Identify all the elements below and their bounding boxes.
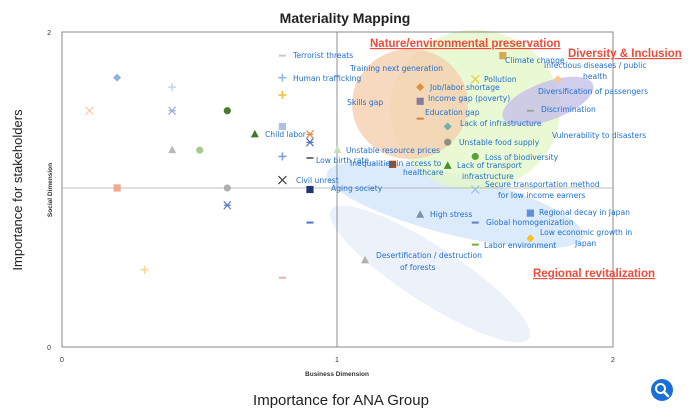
- point-label: Diversification of passengers: [538, 87, 648, 96]
- data-point-diamond: [416, 83, 425, 92]
- data-point-plus: [168, 83, 177, 92]
- data-point-square: [389, 160, 397, 168]
- point-label: Global homogenization: [486, 218, 574, 227]
- chart-title: Materiality Mapping: [280, 10, 411, 26]
- magnifier-icon: [655, 383, 670, 398]
- point-label: Job/labor shortage: [429, 83, 500, 92]
- data-point-triangle: [333, 145, 342, 154]
- point-label: for low income earners: [498, 191, 585, 200]
- outer-x-label: Importance for ANA Group: [253, 392, 429, 409]
- x-tick-2: 2: [611, 357, 615, 364]
- point-label: Unstable resource prices: [346, 146, 440, 155]
- point-label: healthcare: [403, 168, 444, 177]
- ellipse-regional: [326, 161, 584, 249]
- outer-y-label: Importance for stakeholders: [10, 109, 25, 271]
- point-label: Education gap: [425, 108, 480, 117]
- data-point-plus: [278, 152, 287, 161]
- ellipse-nature-orange: [352, 49, 468, 159]
- point-label: Loss of biodiversity: [485, 153, 559, 162]
- data-point-x: [470, 185, 480, 194]
- point-label: Human trafficking: [293, 74, 361, 83]
- point-label: Child labor: [265, 130, 307, 139]
- point-label: High stress: [430, 210, 472, 219]
- point-label: Infectious diseases / public: [544, 61, 647, 70]
- point-label: Pollution: [484, 75, 517, 84]
- data-point-triangle: [416, 210, 425, 218]
- data-point-square: [499, 52, 507, 60]
- point-label: Income gap (poverty): [428, 94, 510, 103]
- point-label: Labor environment: [484, 241, 556, 250]
- point-label: Aging society: [331, 184, 383, 193]
- data-point-plus: [278, 91, 287, 99]
- point-label: Desertification / destruction: [376, 251, 482, 260]
- ellipse-diversity: [502, 76, 594, 126]
- y-tick-0: 0: [47, 345, 51, 352]
- point-label: Training next generation: [349, 64, 443, 73]
- data-point-circle: [444, 138, 452, 146]
- data-point-x: [277, 175, 287, 185]
- data-point-asterisk: [305, 129, 314, 139]
- point-label: Skills gap: [347, 98, 383, 107]
- point-label: infrastructure: [462, 172, 514, 181]
- data-point-square: [113, 184, 121, 192]
- y-axis-label: Social Dimension: [47, 163, 54, 217]
- x-axis-label: Business Dimension: [305, 371, 369, 378]
- data-point-triangle: [168, 145, 177, 154]
- point-label: Civil unrest: [296, 176, 339, 185]
- group-label-nature: Nature/environmental preservation: [370, 38, 560, 50]
- data-point-square: [278, 122, 286, 131]
- point-label: Low birth rate: [316, 156, 369, 165]
- data-point-x: [85, 106, 94, 116]
- point-label: Unstable food supply: [459, 138, 540, 147]
- data-point-asterisk: [305, 137, 314, 147]
- data-point-diamond: [443, 122, 452, 131]
- data-point-circle: [471, 152, 479, 161]
- data-point-asterisk: [168, 106, 177, 116]
- point-label: Terrorist threats: [292, 51, 353, 60]
- data-point-circle: [196, 146, 204, 154]
- data-point-triangle: [361, 255, 370, 264]
- point-label: Japan: [574, 239, 596, 248]
- point-label: Vulnerability to disasters: [552, 131, 646, 140]
- data-point-square: [526, 209, 534, 217]
- point-label: health: [583, 72, 607, 81]
- point-label: Secure transportation method: [485, 180, 600, 189]
- x-tick-0: 0: [60, 357, 64, 364]
- x-tick-1: 1: [335, 357, 339, 364]
- data-point-diamond: [526, 234, 535, 243]
- data-point-triangle: [250, 129, 259, 138]
- y-tick-2: 2: [47, 30, 51, 37]
- data-point-plus: [140, 265, 149, 274]
- point-label: Lack of infrastructure: [460, 119, 542, 128]
- point-label: Climate change: [505, 56, 565, 65]
- ellipse-regional-secondary: [329, 205, 531, 343]
- data-point-diamond: [553, 75, 562, 84]
- point-label: Discrimination: [541, 105, 596, 114]
- group-label-regional: Regional revitalization: [533, 268, 655, 280]
- search-button[interactable]: [651, 379, 673, 401]
- data-point-x: [470, 74, 480, 84]
- point-label: of forests: [400, 263, 436, 272]
- group-label-diversity: Diversity & Inclusion: [568, 48, 682, 60]
- data-point-square: [416, 97, 424, 105]
- data-point-diamond: [113, 73, 122, 82]
- point-label: Lack of transport: [457, 161, 522, 170]
- plot-area: [61, 31, 614, 348]
- data-point-asterisk: [223, 200, 232, 210]
- point-label: Inequalities in access to: [350, 159, 442, 168]
- data-point-plus: [278, 73, 287, 82]
- point-label: Low economic growth in: [540, 228, 632, 237]
- data-point-circle: [223, 184, 231, 192]
- data-point-triangle: [443, 161, 452, 169]
- point-label: Regional decay in Japan: [539, 208, 630, 217]
- data-point-square: [306, 185, 314, 194]
- data-point-circle: [223, 107, 231, 115]
